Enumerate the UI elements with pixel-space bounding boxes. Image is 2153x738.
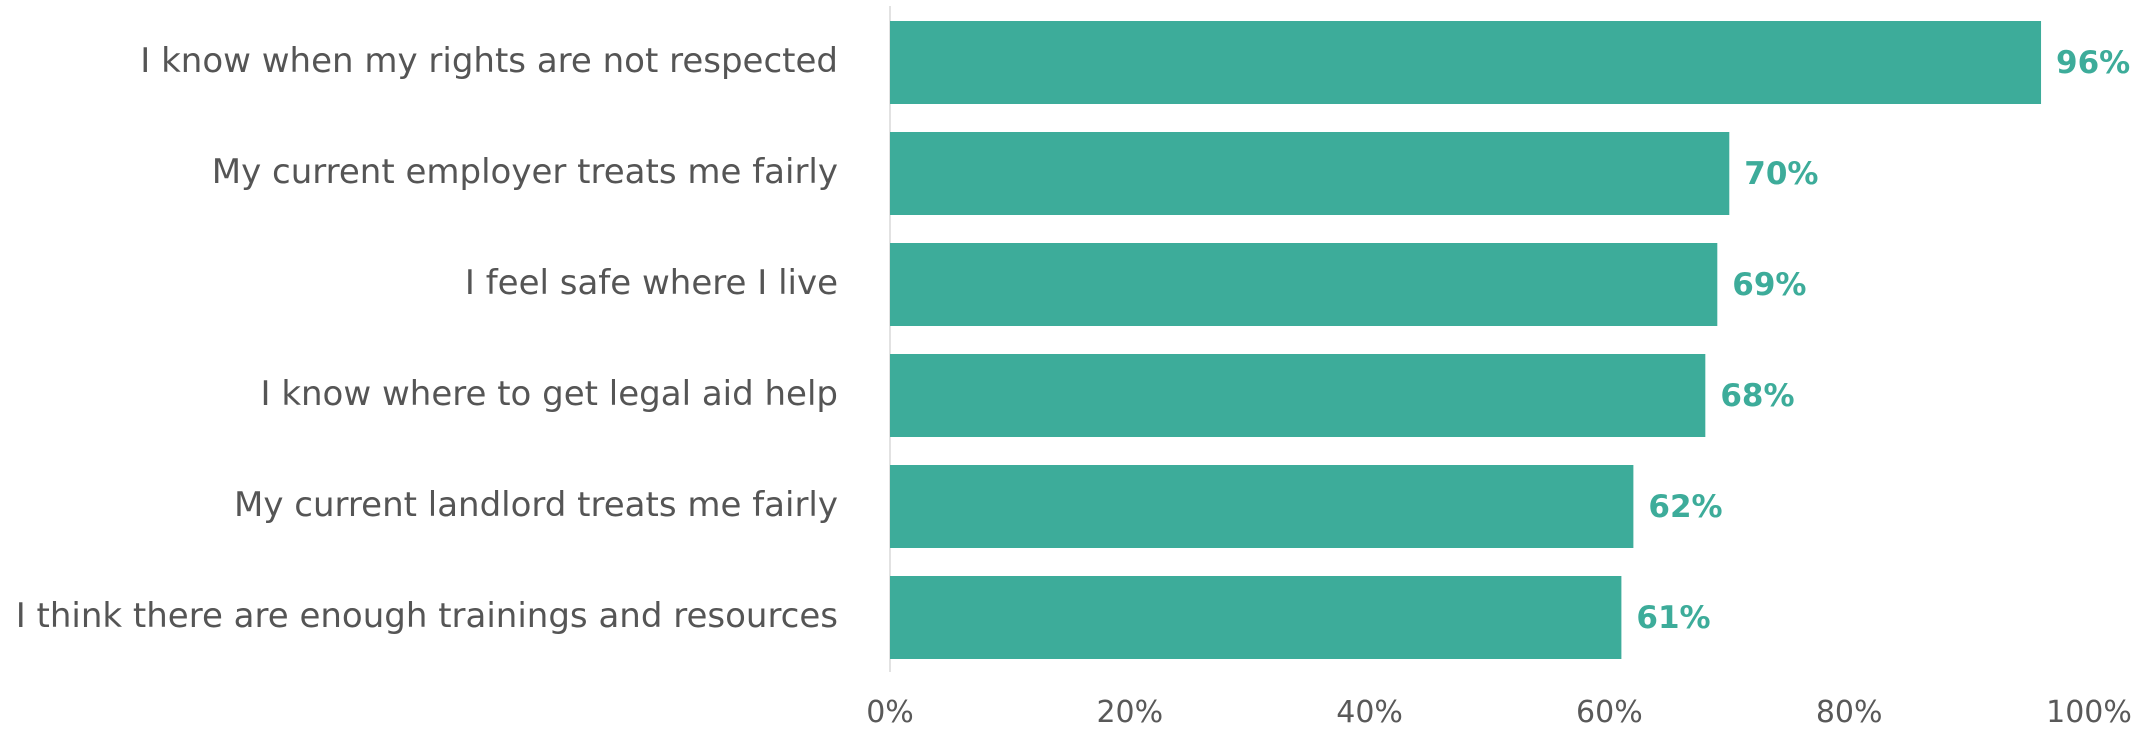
category-label: I feel safe where I live xyxy=(465,263,838,303)
value-label: 68% xyxy=(1720,378,1794,414)
bars-group xyxy=(890,21,2042,659)
category-labels-group: I know when my rights are not respected M… xyxy=(16,41,838,636)
bar xyxy=(890,465,1634,548)
value-label: 70% xyxy=(1744,156,1818,192)
category-label: My current landlord treats me fairly xyxy=(234,485,838,525)
value-labels-group: 96% 70% 69% 68% 62% 61% xyxy=(1636,45,2130,636)
bar xyxy=(890,576,1622,659)
value-label: 69% xyxy=(1732,267,1806,303)
bar xyxy=(890,354,1706,437)
category-label: I think there are enough trainings and r… xyxy=(16,596,838,636)
category-label: I know when my rights are not respected xyxy=(140,41,838,81)
x-tick-label: 60% xyxy=(1576,695,1643,730)
x-tick-label: 20% xyxy=(1096,695,1163,730)
x-tick-label: 100% xyxy=(2046,695,2132,730)
x-tick-label: 80% xyxy=(1816,695,1883,730)
x-tick-label: 40% xyxy=(1336,695,1403,730)
value-label: 96% xyxy=(2056,45,2130,81)
category-label: I know where to get legal aid help xyxy=(260,374,838,414)
category-label: My current employer treats me fairly xyxy=(212,152,838,192)
value-label: 61% xyxy=(1636,600,1710,636)
x-tick-label: 0% xyxy=(866,695,914,730)
bar xyxy=(890,132,1730,215)
x-tick-labels-group: 0% 20% 40% 60% 80% 100% xyxy=(866,695,2132,730)
bar xyxy=(890,21,2042,104)
value-label: 62% xyxy=(1648,489,1722,525)
bar xyxy=(890,243,1718,326)
